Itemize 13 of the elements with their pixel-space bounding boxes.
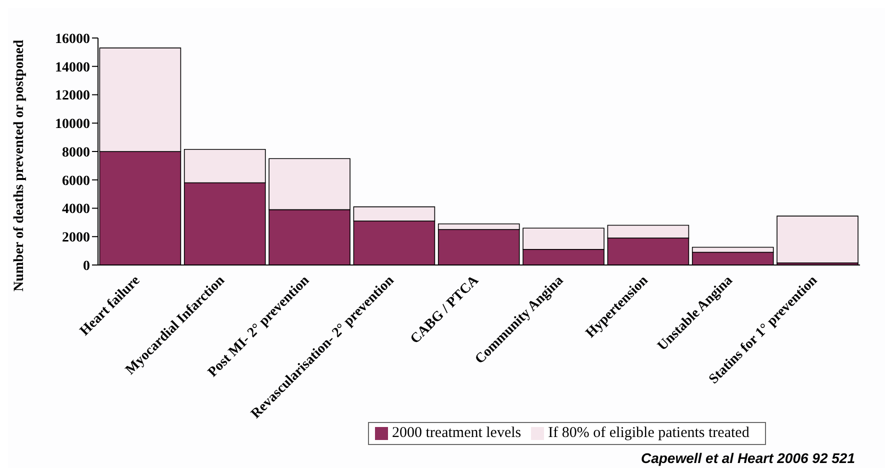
y-tick-label: 14000 xyxy=(55,60,90,76)
legend-label: If 80% of eligible patients treated xyxy=(548,425,750,441)
y-axis-title: Number of deaths prevented or postponed xyxy=(12,40,27,292)
y-tick-label: 12000 xyxy=(55,88,90,104)
y-tick-label: 2000 xyxy=(62,230,90,246)
y-tick-label: 16000 xyxy=(55,32,90,47)
y-tick-label: 10000 xyxy=(55,117,90,132)
y-tick-label: 8000 xyxy=(62,145,90,160)
y-tick-label: 6000 xyxy=(62,174,90,189)
y-tick-label: 4000 xyxy=(62,202,90,218)
legend-label: 2000 treatment levels xyxy=(392,425,522,441)
text: Capewell et al Heart 2006 92 521 xyxy=(640,450,855,466)
y-tick-label: 0 xyxy=(83,258,90,274)
